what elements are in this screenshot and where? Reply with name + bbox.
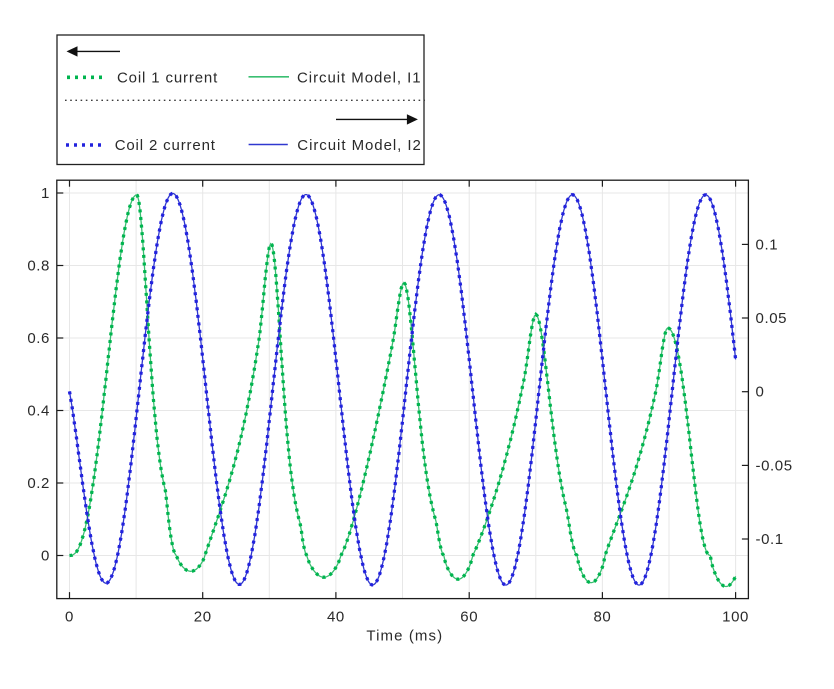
svg-text:Time (ms): Time (ms) [366, 628, 443, 645]
svg-text:20: 20 [194, 609, 212, 626]
svg-text:Coil 2 current: Coil 2 current [115, 137, 216, 154]
svg-text:0.6: 0.6 [27, 330, 50, 347]
svg-text:80: 80 [593, 609, 611, 626]
svg-text:Circuit Model, I2: Circuit Model, I2 [297, 137, 422, 154]
svg-text:0: 0 [65, 609, 74, 626]
svg-text:1: 1 [41, 185, 50, 202]
svg-text:100: 100 [722, 609, 749, 626]
svg-text:40: 40 [327, 609, 345, 626]
svg-text:0.2: 0.2 [27, 475, 50, 492]
svg-text:Coil 1 current: Coil 1 current [117, 70, 218, 87]
svg-text:-0.05: -0.05 [756, 457, 793, 474]
svg-text:Circuit Model, I1: Circuit Model, I1 [297, 70, 422, 87]
svg-text:0.1: 0.1 [756, 236, 779, 253]
svg-text:0: 0 [41, 548, 50, 565]
svg-text:0: 0 [756, 384, 765, 401]
svg-text:0.05: 0.05 [756, 310, 788, 327]
svg-text:0.8: 0.8 [27, 258, 50, 275]
svg-text:0.4: 0.4 [27, 403, 50, 420]
svg-text:-0.1: -0.1 [756, 531, 784, 548]
svg-text:60: 60 [460, 609, 478, 626]
